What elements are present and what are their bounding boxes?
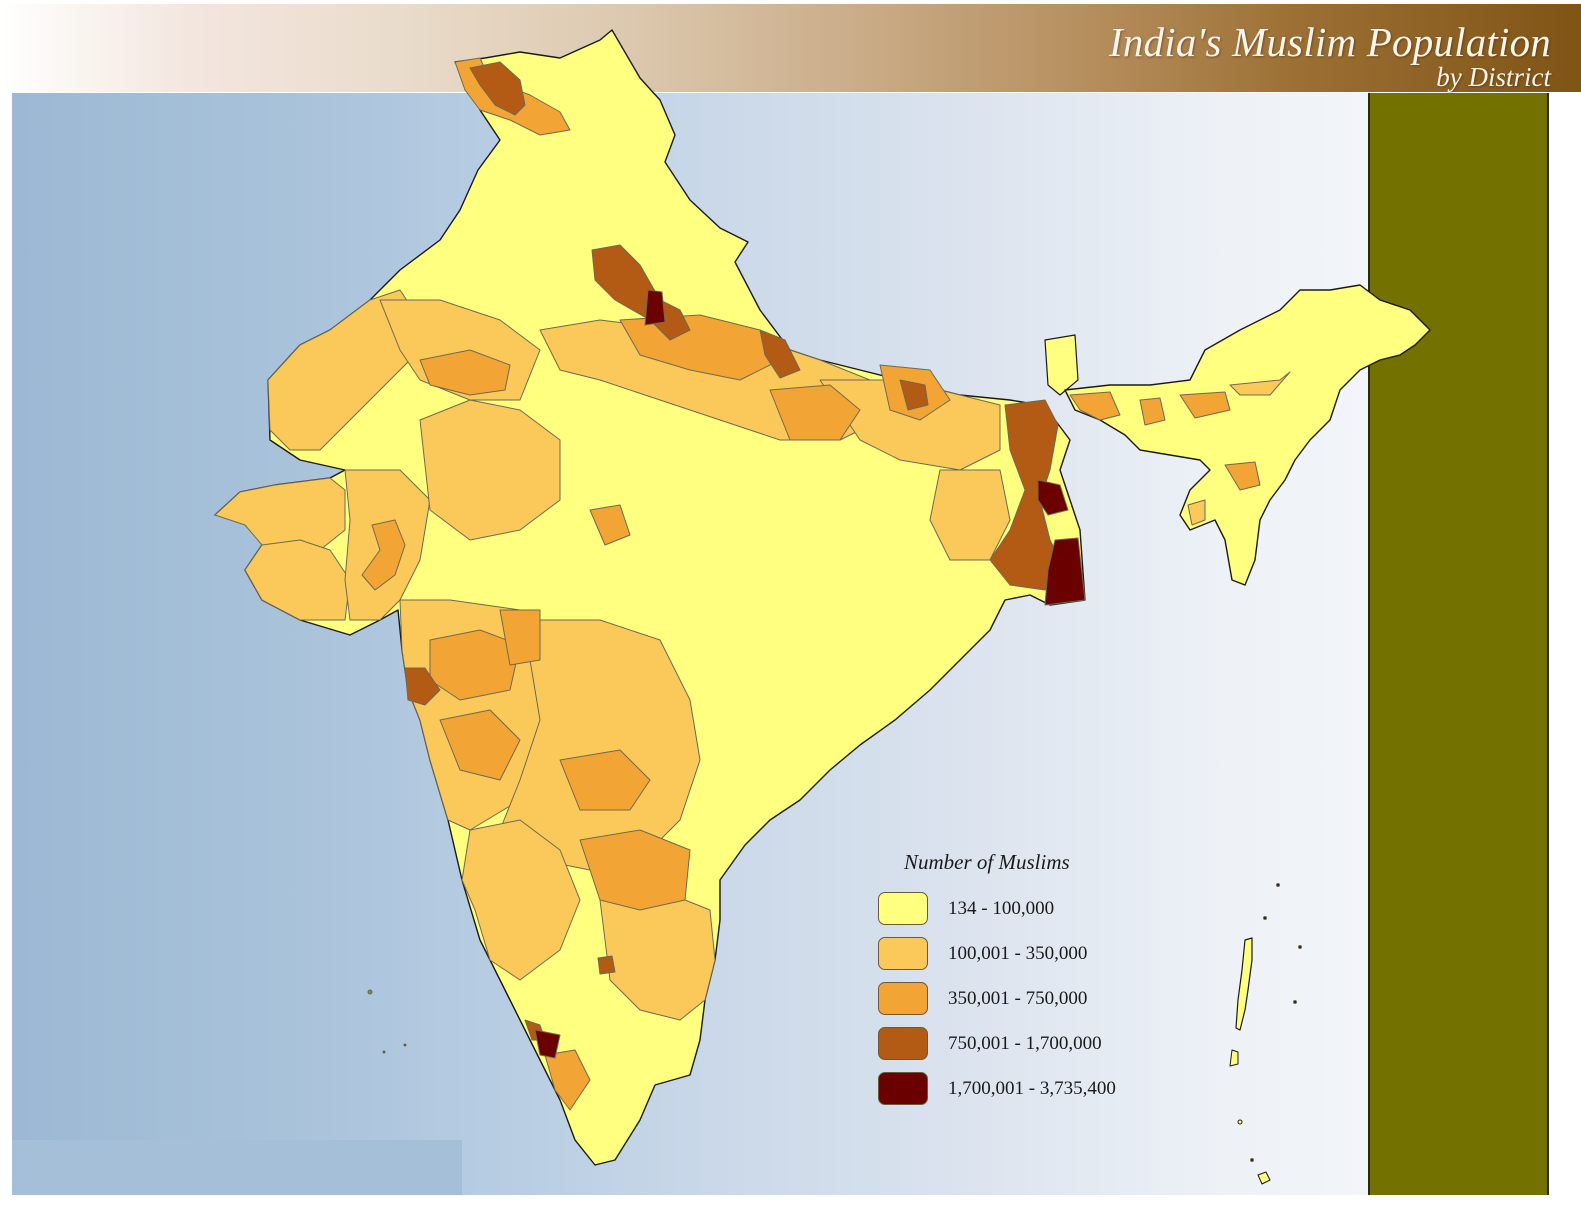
legend-title: Number of Muslims — [904, 850, 1070, 874]
legend-swatch — [878, 1072, 928, 1105]
legend-label: 1,700,001 - 3,735,400 — [948, 1077, 1116, 1099]
district-gujarat-orange — [361, 519, 406, 591]
district-maharashtra-orange-2 — [499, 609, 541, 666]
legend-item: 100,001 - 350,000 — [878, 931, 1148, 976]
legend-item: 750,001 - 1,700,000 — [878, 1021, 1148, 1066]
district-karnataka — [461, 819, 581, 981]
side-panel — [1368, 93, 1549, 1195]
island-dot — [1250, 1158, 1254, 1162]
legend-label: 134 - 100,000 — [948, 897, 1055, 919]
legend-swatch — [878, 1027, 928, 1060]
legend-swatch — [878, 937, 928, 970]
district-west-bengal-maroon-2 — [1044, 537, 1086, 606]
district-tripura-light — [1187, 499, 1206, 526]
district-west-bengal-maroon-1 — [1037, 479, 1069, 516]
legend-label: 350,001 - 750,000 — [948, 987, 1088, 1009]
title-band: India's Muslim Population by District — [0, 4, 1581, 92]
district-up-orange-1 — [619, 314, 781, 381]
island-dot — [1293, 1000, 1297, 1004]
district-assam-orange-2 — [1139, 397, 1166, 426]
district-assam-orange — [1069, 391, 1121, 421]
district-kerala-orange — [544, 1049, 591, 1111]
little-andaman — [1229, 1049, 1239, 1067]
island-dot — [1298, 945, 1302, 949]
district-mp-orange — [589, 504, 631, 546]
district-up-orange-2 — [769, 384, 861, 441]
district-assam-light — [1229, 371, 1291, 396]
legend-swatch — [878, 982, 928, 1015]
island-dot — [403, 1043, 407, 1047]
district-karnataka-orange — [579, 829, 691, 911]
legend-item: 134 - 100,000 — [878, 886, 1148, 931]
district-telangana-orange — [559, 749, 651, 811]
district-kashmir-rust — [469, 61, 526, 116]
district-west-up-rust — [591, 244, 691, 341]
legend-label: 750,001 - 1,700,000 — [948, 1032, 1102, 1054]
district-sikkim — [1044, 334, 1079, 396]
district-barak-orange — [1224, 461, 1261, 491]
district-maharashtra-orange-3 — [439, 709, 521, 781]
legend-swatch — [878, 892, 928, 925]
island-dot — [382, 1050, 386, 1054]
sea-patch — [12, 1140, 462, 1195]
map-subtitle: by District — [1436, 62, 1551, 92]
district-up-rust-2 — [759, 329, 801, 379]
district-assam-orange-3 — [1179, 391, 1231, 419]
district-rajasthan-orange — [419, 349, 511, 396]
andaman-islands — [1235, 937, 1253, 1031]
district-mp-west — [419, 399, 561, 541]
district-gujarat-kutch — [214, 477, 346, 551]
district-mumbai-rust — [404, 667, 441, 706]
island-dot — [1263, 916, 1267, 920]
map-legend: Number of Muslims 134 - 100,000 100,001 … — [878, 848, 1148, 1111]
district-hyderabad-rust — [597, 955, 616, 975]
legend-item: 1,700,001 - 3,735,400 — [878, 1066, 1148, 1111]
legend-label: 100,001 - 350,000 — [948, 942, 1088, 964]
map-title: India's Muslim Population — [1109, 19, 1551, 65]
island-dot — [1276, 883, 1280, 887]
district-west-up-maroon — [644, 289, 666, 326]
district-bihar-rust — [899, 379, 929, 411]
nicobar-islands — [1257, 1171, 1271, 1185]
district-malappuram-maroon — [534, 1029, 561, 1059]
island-dot — [1237, 1119, 1243, 1125]
island-dot — [367, 989, 373, 995]
legend-item: 350,001 - 750,000 — [878, 976, 1148, 1021]
northeast-base — [1064, 284, 1431, 586]
